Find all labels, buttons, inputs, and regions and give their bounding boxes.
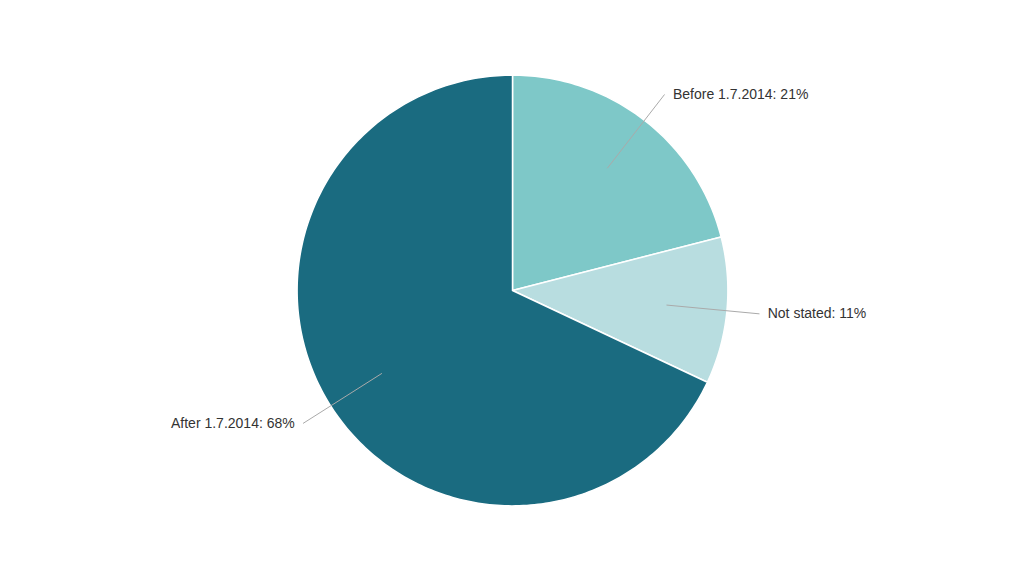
svg-text:Before 1.7.2014: 21%: Before 1.7.2014: 21% [673,86,808,102]
svg-text:Not stated: 11%: Not stated: 11% [768,305,867,321]
svg-text:After 1.7.2014: 68%: After 1.7.2014: 68% [171,415,295,431]
